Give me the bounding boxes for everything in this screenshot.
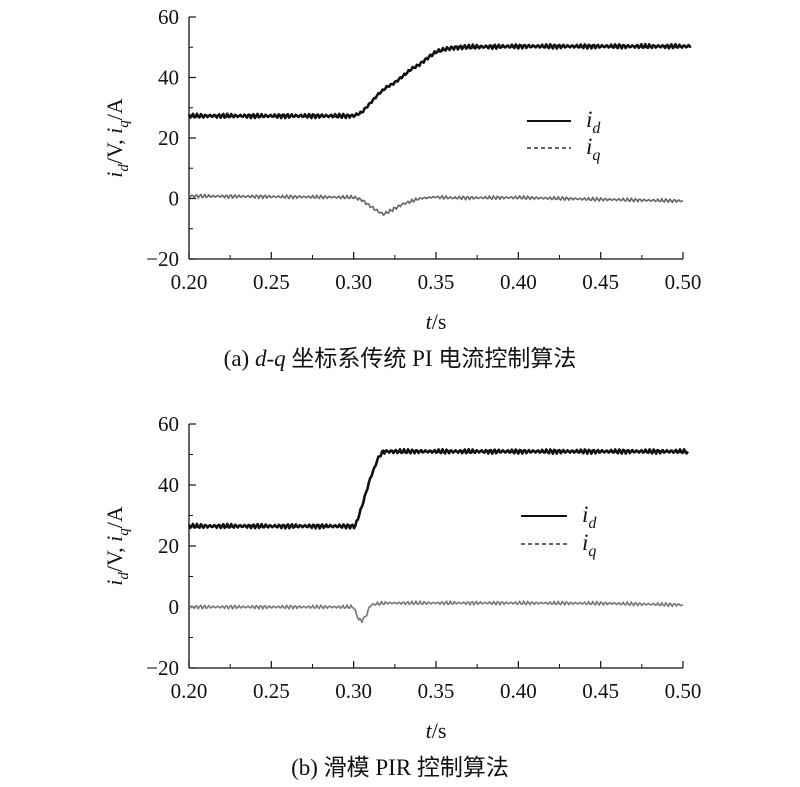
x-tick-label: 0.45: [582, 270, 619, 294]
x-tick-label: 0.20: [171, 679, 208, 703]
x-tick-label: 0.35: [418, 270, 455, 294]
y-tick-label: 40: [158, 473, 179, 497]
panel-caption: (b) 滑模 PIR 控制算法: [291, 755, 509, 780]
x-tick-label: 0.50: [665, 270, 702, 294]
x-tick-label: 0.45: [582, 679, 619, 703]
chart-panel-b: 0.20 0.25 0.30 0.35 0.40 0.45 0.50 60 40 20 0 −20 id…: [102, 412, 701, 780]
y-tick-label: 60: [158, 5, 179, 29]
chart-panel-a: 0.20 0.25 0.30 0.35 0.40 0.45 0.50 60 40 20 0 −20 id…: [102, 5, 701, 371]
series-line-i_d: [187, 447, 689, 530]
x-tick-label: 0.50: [665, 679, 702, 703]
y-tick-label: 0: [169, 595, 180, 619]
x-tick-label: 0.35: [418, 679, 455, 703]
x-tick-label: 0.25: [253, 679, 290, 703]
panel-caption: (a) d-q 坐标系传统 PI 电流控制算法: [224, 346, 577, 371]
y-tick-label: 40: [158, 66, 179, 90]
legend-label-i_d: id: [582, 502, 597, 532]
x-axis-label: t/s: [426, 718, 447, 743]
x-tick-label: 0.30: [335, 270, 372, 294]
x-tick-label: 0.25: [253, 270, 290, 294]
x-tick-label: 0.20: [171, 270, 208, 294]
y-tick-label: 20: [158, 126, 179, 150]
legend-label-i_d: id: [586, 107, 601, 137]
series-line-i_d: [187, 42, 692, 120]
series-line-i_q: [188, 193, 684, 216]
y-axis-label: id/V, iq/A: [102, 506, 132, 586]
x-tick-label: 0.30: [335, 679, 372, 703]
legend-label-i_q: iq: [586, 134, 600, 164]
legend-label-i_q: iq: [582, 530, 596, 560]
x-tick-label: 0.40: [500, 679, 537, 703]
y-axis-label: id/V, iq/A: [102, 98, 132, 178]
x-tick-label: 0.40: [500, 270, 537, 294]
x-axis-label: t/s: [426, 309, 447, 334]
y-tick-label: −20: [146, 656, 179, 680]
y-tick-label: 0: [169, 187, 180, 211]
y-tick-label: 20: [158, 534, 179, 558]
y-tick-label: −20: [146, 247, 179, 271]
y-tick-label: 60: [158, 412, 179, 436]
series-line-i_q: [188, 600, 684, 624]
